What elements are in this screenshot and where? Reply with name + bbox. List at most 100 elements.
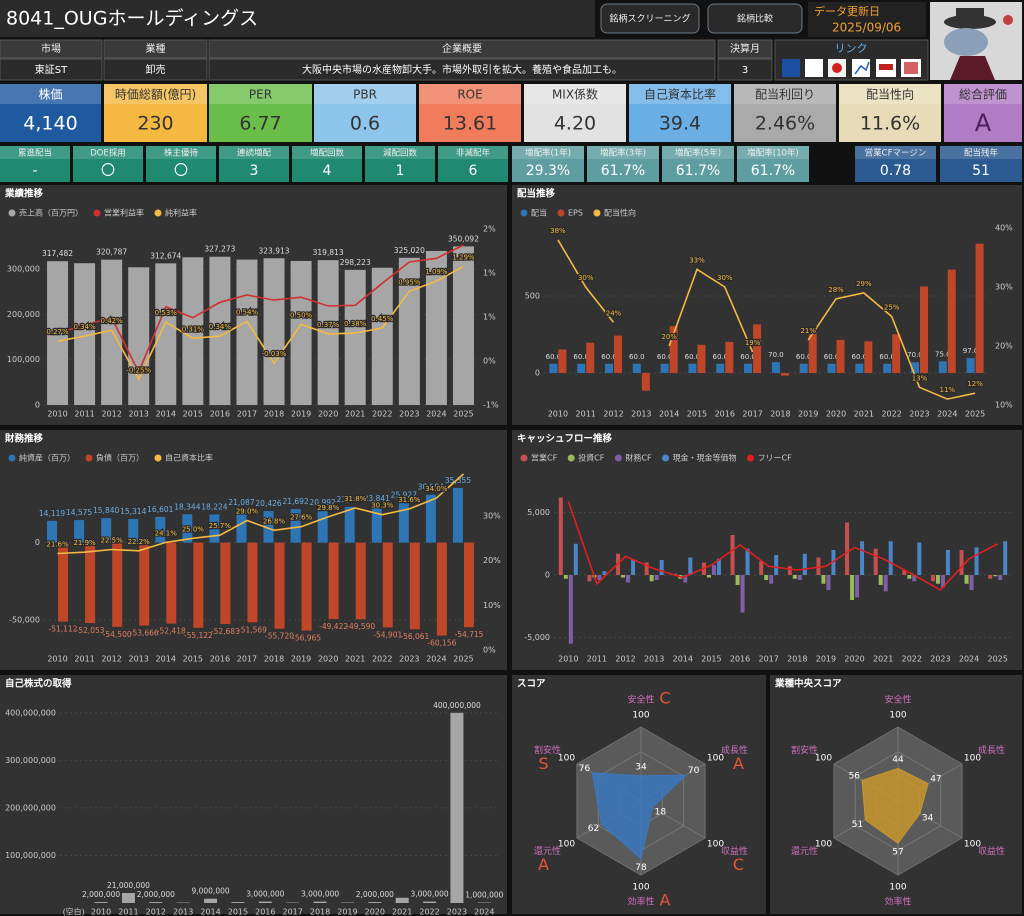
line-value-label: 0.42%: [101, 317, 124, 325]
x-tick-label: 2024: [426, 655, 446, 664]
bar: [988, 575, 993, 579]
line-value-label: 19%: [745, 339, 761, 347]
line-value-label: -0.25%: [126, 366, 151, 374]
bar: [155, 263, 177, 405]
bar: [888, 541, 893, 575]
bar: [659, 560, 664, 575]
bar-value-label: -51,569: [238, 625, 267, 634]
y2-tick-label: 0%: [483, 646, 496, 655]
bar-value-label: 70.0: [907, 351, 923, 359]
x-tick-label: 2017: [237, 410, 257, 419]
radar-axis-label: 収益性: [978, 845, 1005, 857]
link-icon[interactable]: [782, 59, 800, 77]
info-value-cell: [0, 58, 103, 81]
kpi-tile: [734, 84, 836, 142]
legend-label: 売上高（百万円）: [19, 208, 83, 218]
line-value-label: 25%: [884, 304, 900, 312]
x-tick-label: 2020: [318, 410, 338, 419]
bar: [907, 575, 912, 579]
line-value-label: 0.31%: [182, 325, 205, 333]
line-series: [57, 473, 465, 555]
bar-value-label: 25,927: [391, 491, 417, 500]
x-tick-label: 2010: [548, 410, 568, 419]
subkpi-header: [737, 146, 809, 159]
bar: [621, 575, 626, 578]
bar: [247, 542, 258, 623]
x-tick-label: 2014: [156, 655, 176, 664]
chart-panel: [512, 430, 1022, 670]
bar: [409, 542, 420, 630]
compare-button-label[interactable]: 銘柄比較: [737, 13, 773, 25]
x-tick-label: 2020: [365, 908, 385, 916]
bar-value-label: -54,500: [103, 630, 132, 639]
subkpi-value: 51: [972, 163, 990, 179]
kpi-header: [734, 84, 836, 104]
screening-button-label[interactable]: 銘柄スクリーニング: [609, 13, 690, 25]
legend-label: 負債（百万）: [96, 453, 144, 463]
screening-button[interactable]: [600, 3, 700, 34]
bar-value-label: 20,992: [310, 498, 336, 507]
x-tick-label: 2021: [854, 410, 874, 419]
bar: [850, 575, 855, 600]
bar-value-label: 23,143: [337, 495, 363, 504]
bar: [919, 286, 928, 373]
chart-panel: [512, 185, 1022, 425]
subkpi-value: 〇: [174, 163, 188, 179]
bar-value-label: 20,426: [255, 499, 281, 508]
legend-swatch: [520, 209, 528, 217]
bar: [313, 901, 327, 903]
y2-tick-label: 20%: [483, 556, 501, 565]
subkpi-label: 連続増配: [237, 148, 272, 159]
line-value-label: 11%: [940, 386, 956, 394]
bar-value-label: 3,000,000: [410, 890, 448, 899]
x-tick-label: 2024: [959, 655, 979, 664]
bar: [328, 542, 339, 619]
legend-label: 営業利益率: [104, 208, 144, 218]
bar-value-label: 60.0: [546, 353, 562, 361]
bar-value-label: 60.0: [796, 353, 812, 361]
x-tick-label: 2013: [644, 655, 664, 664]
bar: [58, 542, 69, 622]
bar-value-label: 14,119: [39, 509, 65, 518]
bar-value-label: 14,575: [66, 508, 92, 517]
x-tick-label: 2011: [74, 655, 94, 664]
line-value-label: 21%: [800, 327, 816, 335]
bar: [436, 542, 447, 636]
bar: [395, 897, 409, 903]
subkpi-value: 3: [250, 163, 259, 179]
bar: [425, 494, 436, 543]
bar: [231, 902, 245, 903]
subkpi-value: -: [32, 163, 37, 179]
chart-title: 配当推移: [517, 188, 556, 200]
radar-value-label: 62: [588, 824, 599, 834]
bar: [735, 575, 740, 585]
x-tick-label: 2018: [310, 908, 330, 916]
line-value-label: -0.03%: [262, 350, 287, 358]
kpi-value: 0.6: [350, 113, 380, 135]
bar-value-label: -55,122: [184, 631, 213, 640]
bar: [182, 257, 204, 405]
x-tick-label: 2019: [291, 410, 311, 419]
bar: [855, 363, 864, 373]
radar-axis-label: 割安性: [791, 744, 818, 756]
bar: [740, 575, 745, 613]
bar: [626, 575, 631, 583]
line-value-label: 0.38%: [344, 320, 367, 328]
x-tick-label: 2012: [146, 908, 166, 916]
subkpi-header: [219, 146, 289, 159]
radar-max-label: 100: [632, 883, 649, 893]
subkpi-header: [587, 146, 659, 159]
bar-value-label: 60.0: [879, 353, 895, 361]
line-value-label: 0.27%: [46, 328, 69, 336]
y2-tick-label: 10%: [995, 401, 1013, 410]
bar: [860, 541, 865, 575]
line-series: [567, 501, 999, 592]
compare-button[interactable]: [707, 3, 803, 34]
bar: [74, 520, 85, 543]
legend-label: 営業CF: [531, 453, 558, 463]
subkpi-tile: [940, 146, 1022, 182]
line-value-label: 25.0%: [182, 525, 205, 533]
bar: [730, 535, 735, 575]
bar: [236, 510, 247, 543]
link-icon[interactable]: [805, 59, 823, 77]
